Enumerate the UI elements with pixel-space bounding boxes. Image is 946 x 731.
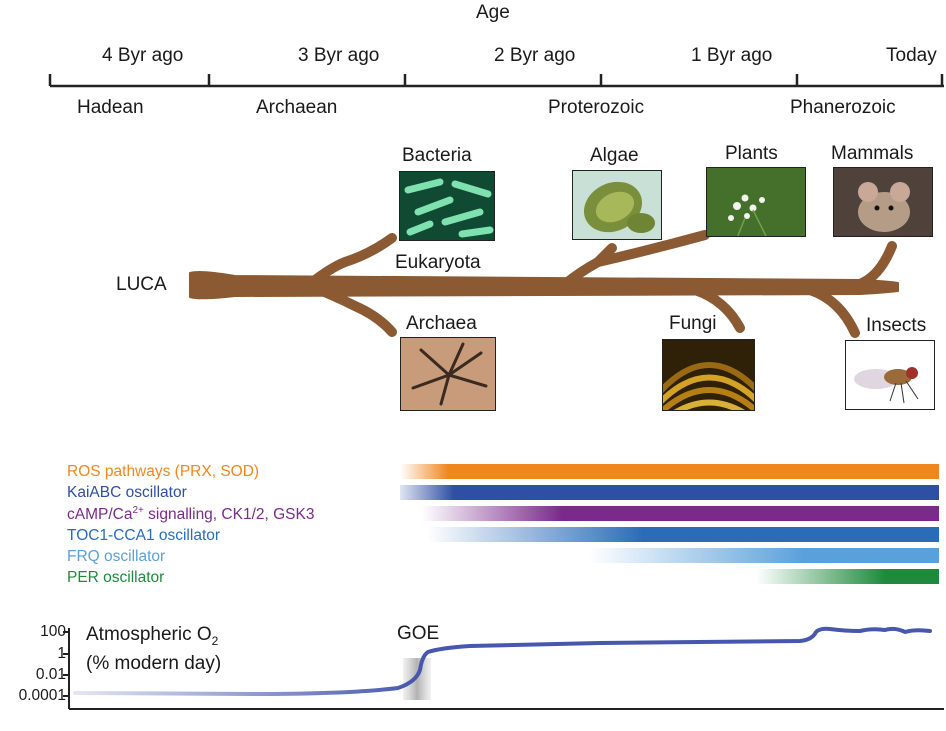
o2-ytick-0.01: 0.01 <box>35 666 66 683</box>
tree-root-luca: LUCA <box>116 274 167 295</box>
organism-label-plants: Plants <box>725 143 778 164</box>
organism-label-fungi: Fungi <box>669 313 717 334</box>
pathway-bar-frq <box>400 548 939 563</box>
algae-image <box>572 170 662 240</box>
pathway-label-per: PER oscillator <box>67 569 165 586</box>
mammals-image <box>833 167 933 237</box>
timeline-title: Age <box>476 2 510 23</box>
eon-archaean: Archaean <box>256 97 338 118</box>
pathway-label-camp-superscript: 2+ <box>132 505 144 516</box>
pathway-bar-ros <box>400 464 939 479</box>
plants-image <box>706 167 806 237</box>
archaea-image <box>400 337 496 411</box>
o2-ytick-0.0001: 0.0001 <box>18 687 66 704</box>
tick-label-2byr: 2 Byr ago <box>494 45 576 66</box>
eon-proterozoic: Proterozoic <box>548 97 645 118</box>
pathway-bar-toc1 <box>400 527 939 542</box>
bacteria-image <box>399 171 495 241</box>
tree-branches <box>189 230 899 338</box>
pathway-label-ros: ROS pathways (PRX, SOD) <box>67 463 260 480</box>
tick-label-4byr: 4 Byr ago <box>102 45 184 66</box>
organism-label-bacteria: Bacteria <box>402 145 472 166</box>
fungi-image <box>662 339 755 411</box>
pathway-label-kaiabc: KaiABC oscillator <box>67 484 187 501</box>
insects-image <box>845 340 935 410</box>
pathway-label-camp-suffix: signalling, CK1/2, GSK3 <box>143 506 315 524</box>
organism-label-mammals: Mammals <box>831 143 914 164</box>
eon-phanerozoic: Phanerozoic <box>790 97 896 118</box>
o2-ytick-1: 1 <box>57 645 66 662</box>
pathway-label-camp: cAMP/Ca2+ signalling, CK1/2, GSK3 <box>67 505 314 524</box>
timeline-axis <box>48 74 944 88</box>
o2-title-text: Atmospheric O <box>86 624 212 645</box>
tick-label-today: Today <box>886 45 937 66</box>
pathway-label-toc1: TOC1-CCA1 oscillator <box>67 527 221 544</box>
organism-label-algae: Algae <box>590 145 639 166</box>
o2-ytick-100: 100 <box>40 623 66 640</box>
goe-label: GOE <box>397 623 440 644</box>
pathway-bar-per <box>400 569 939 584</box>
pathway-label-camp-text: cAMP/Ca <box>67 506 133 524</box>
tick-label-1byr: 1 Byr ago <box>691 45 773 66</box>
o2-title: Atmospheric O2 <box>86 624 218 648</box>
organism-label-insects: Insects <box>866 315 927 336</box>
o2-plot <box>63 626 944 710</box>
tree-label-eukaryota: Eukaryota <box>395 252 481 273</box>
eon-hadean: Hadean <box>77 97 144 118</box>
pathway-bar-camp <box>400 506 939 521</box>
o2-subtitle: (% modern day) <box>86 653 222 674</box>
organism-label-archaea: Archaea <box>406 313 477 334</box>
tick-label-3byr: 3 Byr ago <box>298 45 380 66</box>
o2-title-subscript: 2 <box>211 633 219 648</box>
pathway-bar-kaiabc <box>400 485 939 500</box>
pathway-label-frq: FRQ oscillator <box>67 548 166 565</box>
